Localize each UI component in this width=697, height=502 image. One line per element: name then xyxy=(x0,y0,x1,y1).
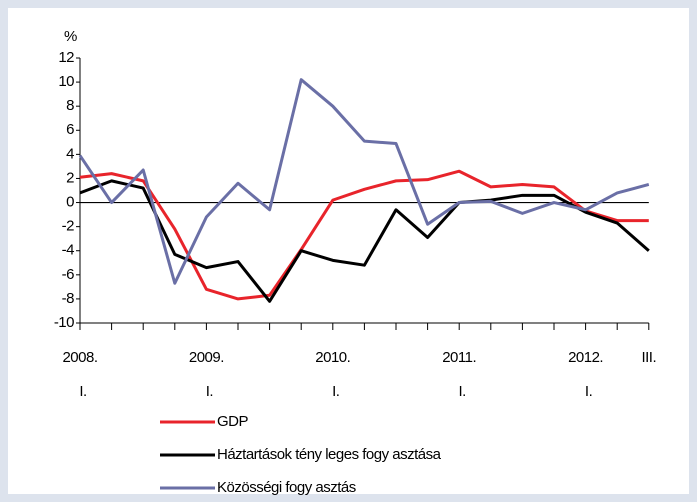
x-tick-label: I. xyxy=(585,383,592,400)
series-line xyxy=(78,78,650,285)
x-tick-label: III. xyxy=(641,349,656,366)
legend-label: Háztartások tény leges fogy asztása xyxy=(217,446,442,463)
x-tick-label: I. xyxy=(459,383,466,400)
y-tick-label: 6 xyxy=(66,121,74,138)
y-tick-label: 4 xyxy=(66,145,74,162)
panel xyxy=(8,8,689,494)
x-tick-label: I. xyxy=(79,383,86,400)
y-tick-label: 10 xyxy=(58,73,74,90)
y-tick-label: 0 xyxy=(66,194,74,211)
y-tick-label: 8 xyxy=(66,97,74,114)
y-tick-label: -2 xyxy=(62,218,74,235)
y-tick-label: -10 xyxy=(54,314,74,331)
x-tick-label: 2010. xyxy=(315,349,350,366)
y-tick-label: 12 xyxy=(58,49,74,66)
series-line xyxy=(79,169,649,301)
x-tick-label: 2012. xyxy=(568,349,603,366)
x-tick-label: 2009. xyxy=(189,349,224,366)
y-tick-label: 2 xyxy=(66,169,74,186)
legend-label: Közösségi fogy asztás xyxy=(217,479,356,496)
x-tick-label: 2011. xyxy=(442,349,476,366)
y-tick-label: -4 xyxy=(62,242,74,259)
y-tick-label: -8 xyxy=(62,290,74,307)
legend-label: GDP xyxy=(217,413,249,430)
x-tick-label: 2008. xyxy=(62,349,97,366)
y-tick-label: -6 xyxy=(62,266,74,283)
series-line xyxy=(79,179,650,303)
x-tick-label: I. xyxy=(332,383,339,400)
x-tick-label: I. xyxy=(206,383,213,400)
y-unit: % xyxy=(64,28,77,45)
